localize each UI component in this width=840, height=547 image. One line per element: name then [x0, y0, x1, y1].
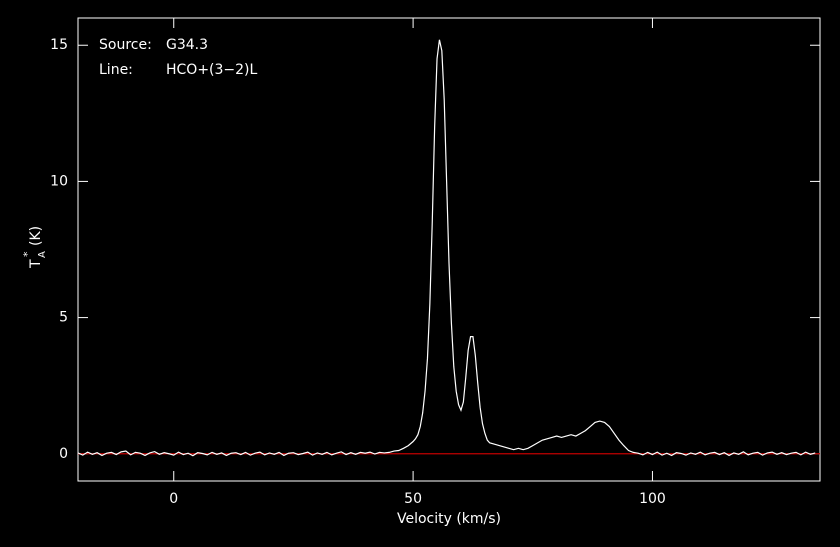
annotation-key: Source:: [99, 37, 152, 53]
y-label-main: T: [28, 259, 44, 269]
x-tick-label: 0: [169, 491, 178, 507]
y-label-unit: (K): [28, 226, 44, 246]
x-axis-label: Velocity (km/s): [397, 511, 501, 527]
spectrum-line: [77, 39, 816, 457]
annotation-value: HCO+(3−2)L: [166, 62, 258, 78]
y-label-sub: A: [37, 251, 48, 258]
x-tick-label: 50: [404, 491, 422, 507]
y-tick-label: 10: [50, 173, 68, 189]
plot-frame: [77, 17, 821, 482]
annotation-key: Line:: [99, 62, 133, 78]
annotation-value: G34.3: [166, 37, 208, 53]
y-tick-label: 0: [59, 446, 68, 462]
y-tick-label: 15: [50, 37, 68, 53]
y-label-sup: *: [21, 251, 34, 257]
y-axis-label: T A * (K): [21, 226, 48, 269]
y-tick-label: 5: [59, 310, 68, 326]
x-tick-label: 100: [639, 491, 666, 507]
